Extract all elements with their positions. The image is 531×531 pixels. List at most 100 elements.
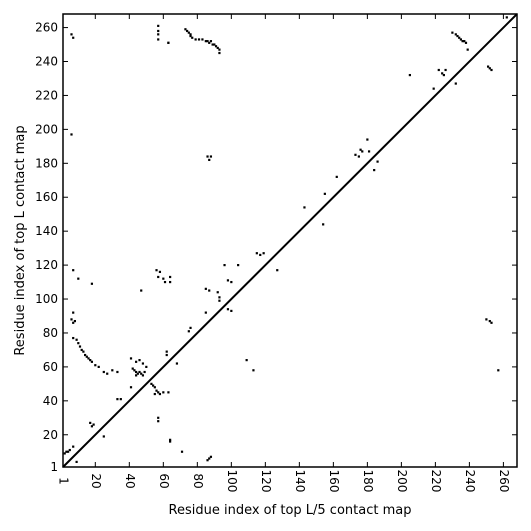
- contact-point-upper: [157, 38, 160, 41]
- contact-point-lower: [116, 370, 119, 374]
- contact-point-lower: [97, 365, 100, 368]
- contact-point-upper: [444, 68, 447, 72]
- contact-point-lower: [102, 370, 105, 374]
- x-tick-label: 20: [89, 473, 103, 488]
- contact-point-upper: [367, 150, 371, 153]
- x-tick-label: 40: [123, 473, 137, 488]
- contact-point-lower: [75, 338, 78, 341]
- contact-point-upper: [437, 68, 440, 72]
- contact-point-upper: [237, 264, 240, 267]
- contact-point-upper: [184, 28, 187, 31]
- contact-point-upper: [461, 40, 464, 43]
- contact-point-upper: [488, 67, 491, 70]
- contact-point-lower: [169, 280, 172, 284]
- contact-point-upper: [359, 148, 362, 151]
- contact-point-lower: [131, 367, 134, 370]
- x-tick-label: 220: [429, 470, 443, 493]
- contact-point-upper: [194, 38, 197, 41]
- x-tick-label: 100: [225, 470, 239, 493]
- x-tick-label: 240: [463, 470, 477, 493]
- contact-point-upper: [459, 38, 462, 41]
- y-tick-label: 100: [35, 292, 58, 306]
- x-tick-label: 120: [259, 470, 273, 493]
- x-axis-label: Residue index of top L/5 contact map: [169, 503, 412, 518]
- contact-point-upper: [157, 29, 160, 33]
- contact-point-upper: [208, 41, 211, 44]
- contact-point-lower: [140, 372, 143, 375]
- x-tick-label: 60: [157, 473, 171, 488]
- contact-point-lower: [82, 350, 85, 353]
- y-axis-label: Residue index of top L contact map: [13, 125, 28, 355]
- contact-point-upper: [441, 72, 444, 75]
- contact-point-upper: [255, 252, 258, 255]
- contact-point-upper: [226, 308, 230, 311]
- contact-point-upper: [451, 31, 454, 34]
- contact-point-upper: [204, 287, 207, 290]
- contact-point-lower: [165, 353, 168, 357]
- contact-point-lower: [63, 452, 66, 455]
- contact-point-lower: [187, 330, 190, 333]
- diagonal-line: [62, 13, 518, 468]
- contact-point-lower: [153, 386, 156, 389]
- contact-point-lower: [135, 360, 138, 363]
- contact-point-upper: [456, 34, 459, 38]
- contact-point-upper: [505, 16, 508, 19]
- contact-point-lower: [141, 362, 145, 365]
- contact-point-upper: [216, 291, 219, 294]
- contact-point-lower: [77, 277, 80, 280]
- contact-point-upper: [322, 223, 325, 226]
- contact-point-upper: [303, 206, 306, 209]
- contact-point-upper: [214, 45, 218, 48]
- x-tick-label: 200: [395, 470, 409, 493]
- x-tick-label: 80: [191, 473, 205, 488]
- contact-point-lower: [73, 319, 76, 323]
- contact-point-lower: [72, 336, 75, 340]
- contact-point-lower: [138, 359, 141, 362]
- contact-point-upper: [189, 33, 192, 36]
- contact-point-upper: [458, 36, 461, 39]
- contact-point-lower: [162, 391, 165, 394]
- contact-point-lower: [175, 362, 179, 365]
- contact-point-upper: [218, 296, 221, 299]
- contact-point-lower: [169, 438, 172, 441]
- contact-point-upper: [488, 319, 491, 323]
- contact-point-upper: [208, 289, 211, 292]
- contact-point-upper: [454, 82, 457, 85]
- contact-point-upper: [442, 73, 445, 77]
- contact-point-lower: [155, 269, 158, 272]
- contact-point-lower: [90, 282, 94, 285]
- contact-point-upper: [361, 150, 364, 153]
- contact-point-upper: [206, 155, 209, 158]
- contact-point-lower: [111, 369, 114, 372]
- contact-point-upper: [373, 168, 376, 172]
- y-tick-label: 40: [43, 394, 58, 408]
- contact-point-lower: [189, 326, 192, 329]
- contact-point-upper: [252, 369, 255, 372]
- contact-point-lower: [209, 455, 213, 458]
- x-tick-label: 1: [57, 477, 71, 485]
- contact-point-lower: [163, 280, 167, 284]
- contact-point-upper: [218, 48, 221, 51]
- contact-point-lower: [70, 33, 73, 36]
- contact-point-lower: [162, 277, 165, 280]
- contact-point-upper: [335, 175, 338, 178]
- contact-point-upper: [218, 51, 221, 55]
- contact-point-lower: [150, 382, 153, 385]
- contact-point-upper: [230, 309, 233, 313]
- contact-point-lower: [129, 386, 133, 389]
- contact-point-upper: [209, 155, 213, 158]
- x-tick-label: 180: [361, 470, 375, 493]
- y-tick-label: 140: [35, 224, 58, 238]
- contact-point-lower: [135, 370, 138, 374]
- y-tick-label: 20: [43, 428, 58, 442]
- contact-point-upper: [357, 155, 360, 158]
- contact-point-lower: [158, 270, 162, 273]
- contact-point-lower: [157, 416, 160, 419]
- contact-point-lower: [77, 342, 80, 345]
- contact-point-upper: [230, 280, 233, 284]
- contact-point-upper: [211, 43, 214, 46]
- y-tick-label: 260: [35, 21, 58, 35]
- contact-point-lower: [140, 289, 143, 292]
- y-tick-label: 80: [43, 326, 58, 340]
